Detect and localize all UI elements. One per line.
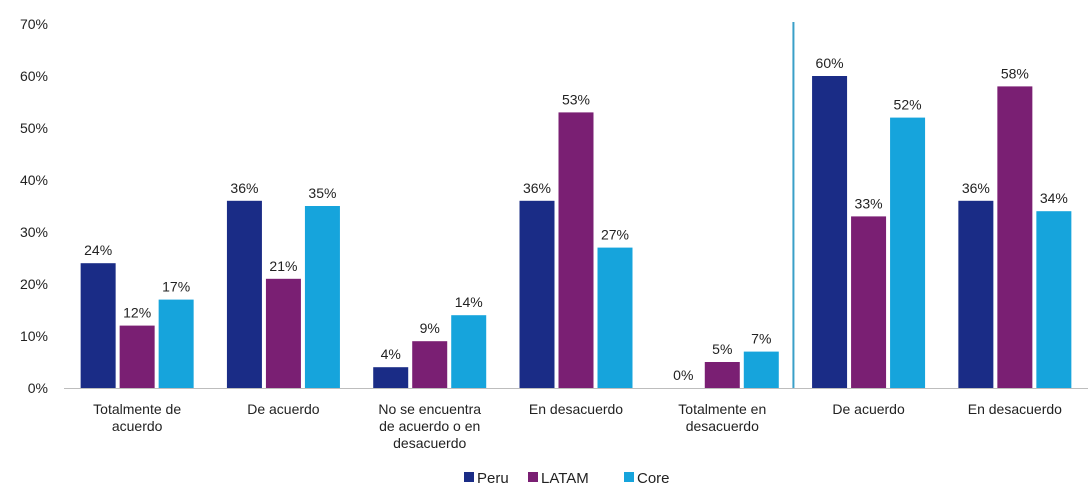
bar-latam [558, 112, 594, 389]
data-label: 35% [308, 185, 336, 201]
y-tick-label: 20% [20, 276, 48, 292]
legend-swatch-peru [464, 472, 474, 482]
bar-peru [80, 263, 116, 388]
data-label: 34% [1040, 190, 1068, 206]
y-tick-label: 60% [20, 68, 48, 84]
bar-core [597, 247, 633, 388]
data-label: 9% [420, 320, 440, 336]
bar-core [1036, 211, 1072, 388]
bar-latam [119, 325, 155, 388]
data-label: 24% [84, 242, 112, 258]
bar-peru [812, 76, 848, 388]
bar-peru [519, 200, 555, 388]
bar-core [451, 315, 487, 388]
bar-latam [851, 216, 887, 388]
bar-peru [373, 367, 409, 388]
x-tick-label: Totalmente en desacuerdo [678, 401, 766, 434]
y-axis: 0% 10% 20% 30% 40% 50% 60% 70% [20, 16, 1088, 396]
data-label: 21% [269, 258, 297, 274]
legend-label-latam: LATAM [541, 470, 589, 487]
data-label: 36% [230, 180, 258, 196]
data-labels-group: 24% 12% 17% 36% 21% 35% 4% 9% 14% 36% 53% 27% 0% 5% 7%… [84, 55, 1068, 383]
data-label: 60% [816, 55, 844, 71]
category-labels-group: Totalmente de acuerdo De acuerdo No se encu… [93, 401, 1062, 451]
data-label: 53% [562, 91, 590, 107]
y-tick-label: 30% [20, 224, 48, 240]
bar-latam [412, 341, 448, 388]
data-label: 4% [381, 346, 401, 362]
legend-label-peru: Peru [477, 470, 509, 487]
data-label: 36% [962, 180, 990, 196]
legend: Peru LATAM Core [464, 470, 670, 487]
bar-core [304, 206, 340, 388]
bar-core [743, 351, 779, 388]
legend-swatch-latam [528, 472, 538, 482]
y-tick-label: 10% [20, 328, 48, 344]
bar-core [890, 117, 926, 388]
x-tick-label: En desacuerdo [529, 401, 623, 417]
bars-group [80, 76, 1072, 389]
x-tick-label: De acuerdo [832, 401, 905, 417]
data-label: 7% [751, 331, 771, 347]
data-label: 52% [894, 97, 922, 113]
data-label: 33% [855, 195, 883, 211]
x-tick-label: En desacuerdo [968, 401, 1062, 417]
bar-core [158, 299, 194, 388]
legend-label-core: Core [637, 470, 670, 487]
legend-swatch-core [624, 472, 634, 482]
bar-peru [958, 200, 994, 388]
bar-latam [997, 86, 1033, 389]
data-label: 27% [601, 227, 629, 243]
x-tick-label: No se encuentra de acuerdo o en desacuerdo [378, 401, 481, 451]
bar-latam [265, 278, 301, 388]
y-tick-label: 40% [20, 172, 48, 188]
y-tick-label: 50% [20, 120, 48, 136]
data-label: 14% [455, 294, 483, 310]
data-label: 58% [1001, 65, 1029, 81]
bar-latam [704, 362, 740, 388]
bar-peru [226, 200, 262, 388]
x-tick-label: Totalmente de acuerdo [93, 401, 181, 434]
data-label: 5% [712, 341, 732, 357]
y-tick-label: 70% [20, 16, 48, 32]
data-label: 17% [162, 279, 190, 295]
data-label: 12% [123, 305, 151, 321]
data-label: 0% [673, 367, 693, 383]
x-tick-label: De acuerdo [247, 401, 320, 417]
y-tick-label: 0% [28, 380, 48, 396]
data-label: 36% [523, 180, 551, 196]
